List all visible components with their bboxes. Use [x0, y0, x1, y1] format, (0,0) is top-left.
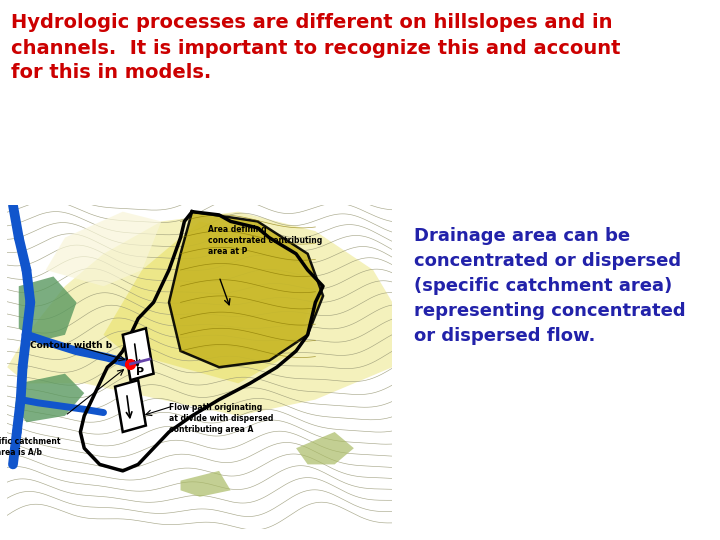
Text: Flow path originating
at divide with dispersed
contributing area A: Flow path originating at divide with dis… [169, 403, 274, 434]
Polygon shape [15, 374, 84, 422]
Polygon shape [169, 212, 323, 367]
Polygon shape [296, 432, 354, 464]
Polygon shape [7, 212, 392, 416]
Polygon shape [46, 212, 161, 286]
Polygon shape [104, 221, 315, 383]
Polygon shape [123, 328, 153, 380]
Text: Hydrologic processes are different on hillslopes and in
channels.  It is importa: Hydrologic processes are different on hi… [11, 14, 621, 83]
Text: Drainage area can be
concentrated or dispersed
(specific catchment area)
represe: Drainage area can be concentrated or dis… [414, 227, 685, 345]
Text: Area defining
concentrated contributing
area at P: Area defining concentrated contributing … [207, 225, 322, 256]
Polygon shape [115, 380, 146, 432]
Text: P: P [136, 367, 145, 377]
Polygon shape [181, 471, 230, 497]
Text: Contour width b: Contour width b [30, 341, 112, 350]
Text: Specific catchment
area is A/b: Specific catchment area is A/b [0, 436, 60, 457]
Polygon shape [19, 276, 76, 341]
